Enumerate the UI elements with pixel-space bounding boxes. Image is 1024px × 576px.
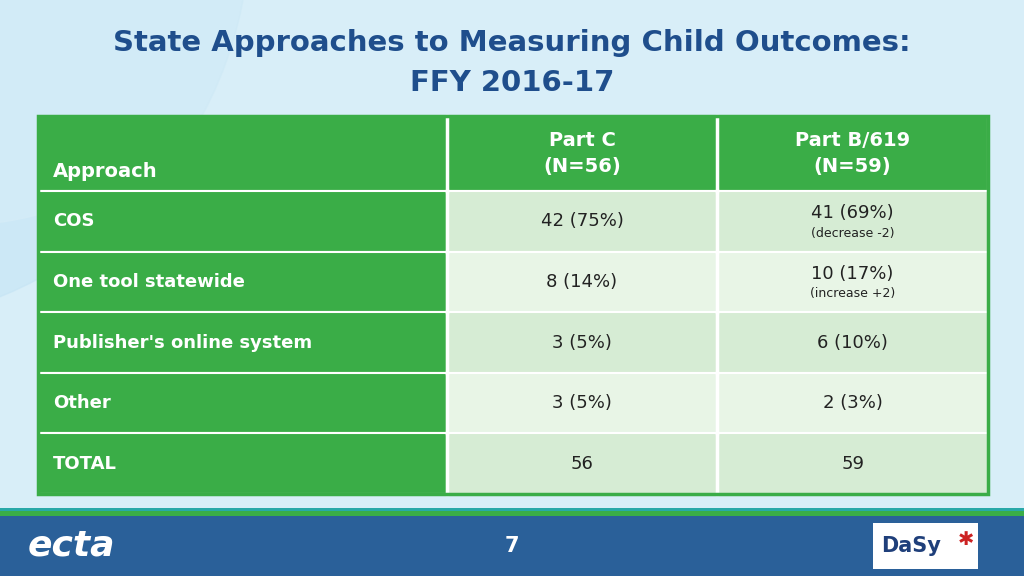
Text: 8 (14%): 8 (14%)	[547, 273, 617, 291]
Text: 3 (5%): 3 (5%)	[552, 334, 612, 351]
Text: COS: COS	[53, 213, 94, 230]
Text: FFY 2016-17: FFY 2016-17	[410, 69, 614, 97]
Bar	[38, 373, 446, 433]
Text: Publisher's online system: Publisher's online system	[53, 334, 312, 351]
Bar	[38, 116, 988, 494]
Text: 7: 7	[505, 536, 519, 556]
Bar	[718, 312, 988, 373]
Bar	[718, 373, 988, 433]
Text: 2 (3%): 2 (3%)	[822, 394, 883, 412]
Text: DaSy: DaSy	[881, 536, 941, 556]
Text: (decrease -2): (decrease -2)	[811, 227, 894, 240]
Bar	[38, 116, 988, 191]
Bar	[446, 191, 718, 252]
Bar	[873, 523, 978, 569]
Bar	[38, 191, 446, 252]
Bar	[718, 252, 988, 312]
Bar	[446, 312, 718, 373]
Bar	[38, 252, 446, 312]
Bar	[38, 433, 446, 494]
Text: ✱: ✱	[957, 529, 974, 548]
Bar	[718, 433, 988, 494]
Bar	[446, 433, 718, 494]
Bar	[446, 252, 718, 312]
Bar	[0, 510, 1024, 516]
Circle shape	[0, 0, 250, 326]
Text: Other: Other	[53, 394, 111, 412]
Text: 41 (69%): 41 (69%)	[811, 204, 894, 222]
Text: 6 (10%): 6 (10%)	[817, 334, 888, 351]
Text: (increase +2): (increase +2)	[810, 287, 895, 301]
Text: Part B/619
(N=59): Part B/619 (N=59)	[795, 131, 910, 176]
Text: 42 (75%): 42 (75%)	[541, 213, 624, 230]
Bar	[38, 312, 446, 373]
Bar	[718, 191, 988, 252]
Text: ecta: ecta	[28, 529, 116, 563]
Bar	[446, 373, 718, 433]
Bar	[0, 507, 1024, 510]
Text: Part C
(N=56): Part C (N=56)	[543, 131, 621, 176]
Text: 56: 56	[570, 454, 594, 473]
Bar	[0, 516, 1024, 576]
Text: State Approaches to Measuring Child Outcomes:: State Approaches to Measuring Child Outc…	[114, 29, 910, 57]
Text: 59: 59	[841, 454, 864, 473]
Text: 3 (5%): 3 (5%)	[552, 394, 612, 412]
Circle shape	[0, 0, 300, 226]
Text: TOTAL: TOTAL	[53, 454, 117, 473]
Text: 10 (17%): 10 (17%)	[811, 265, 894, 283]
Text: Approach: Approach	[53, 162, 158, 181]
Text: One tool statewide: One tool statewide	[53, 273, 245, 291]
